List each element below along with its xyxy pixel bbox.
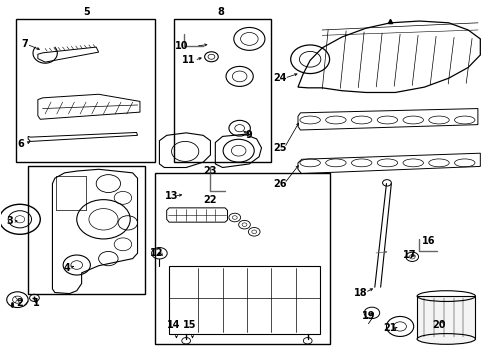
Text: 5: 5 [83, 7, 90, 17]
Bar [28, 166, 144, 294]
Text: 22: 22 [203, 195, 217, 204]
Text: 19: 19 [361, 311, 374, 321]
Text: 6: 6 [18, 139, 24, 149]
Bar [16, 19, 154, 162]
Text: 17: 17 [402, 250, 416, 260]
Text: 25: 25 [273, 143, 286, 153]
Text: 16: 16 [421, 236, 434, 246]
Text: 14: 14 [167, 320, 181, 330]
Text: 15: 15 [183, 320, 196, 330]
Text: 2: 2 [16, 298, 23, 308]
Ellipse shape [416, 334, 474, 344]
Text: 8: 8 [217, 7, 224, 17]
Text: 1: 1 [33, 298, 40, 308]
Bar [154, 173, 329, 344]
Bar [416, 296, 474, 339]
Text: 12: 12 [150, 248, 163, 258]
Text: 24: 24 [273, 73, 286, 83]
Bar [169, 266, 319, 334]
Text: 23: 23 [203, 166, 217, 176]
Text: 3: 3 [7, 216, 14, 226]
Text: 18: 18 [354, 288, 367, 297]
Text: 10: 10 [174, 41, 188, 51]
Text: 13: 13 [164, 191, 178, 201]
Text: 11: 11 [182, 55, 195, 65]
Bar [174, 19, 271, 162]
Text: 21: 21 [383, 323, 396, 333]
Text: 20: 20 [431, 320, 445, 330]
Text: 26: 26 [273, 179, 286, 189]
Text: 4: 4 [63, 262, 70, 273]
Text: 9: 9 [245, 130, 252, 140]
Text: 7: 7 [21, 39, 28, 49]
